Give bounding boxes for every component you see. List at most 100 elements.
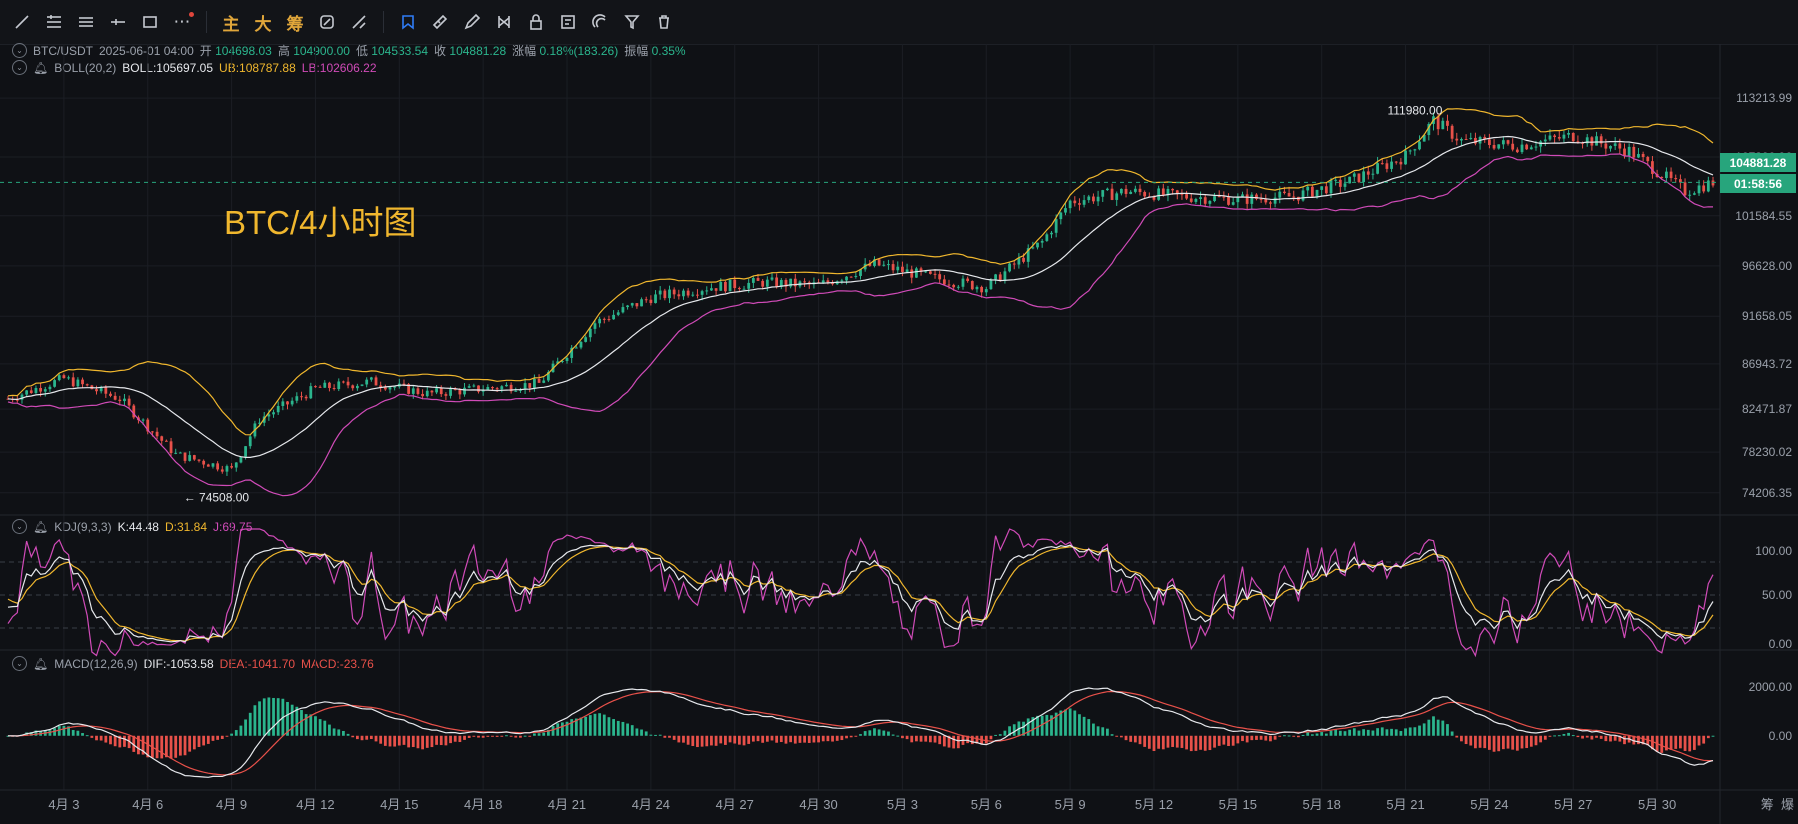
candle-body <box>1264 199 1268 203</box>
candle-body <box>546 372 550 381</box>
macd-histogram-bar <box>1525 735 1529 749</box>
erase-icon[interactable] <box>343 6 375 38</box>
macd-histogram-bar <box>234 730 238 736</box>
macd-histogram-bar <box>998 734 1002 736</box>
candle-body <box>1497 144 1501 149</box>
time-axis-label: 4月 15 <box>380 797 419 812</box>
rectangle-icon[interactable] <box>134 6 166 38</box>
note-icon[interactable] <box>552 6 584 38</box>
liquidation-toggle[interactable]: 爆 <box>1780 797 1794 812</box>
trash-icon[interactable] <box>648 6 680 38</box>
compare-icon[interactable] <box>488 6 520 38</box>
macd-histogram-bar <box>99 735 103 741</box>
candle-body <box>1040 240 1044 243</box>
macd-histogram-bar <box>1450 731 1454 736</box>
candle-body <box>491 387 494 389</box>
macd-histogram-bar <box>798 735 802 743</box>
macd-histogram-bar <box>248 712 252 736</box>
filter-icon[interactable] <box>616 6 648 38</box>
macd-name[interactable]: MACD(12,26,9) <box>54 656 138 671</box>
parallel-lines-icon[interactable] <box>70 6 102 38</box>
candle-body <box>560 360 564 362</box>
collapse-icon[interactable]: ⌄ <box>12 43 27 58</box>
candle-body <box>81 379 84 385</box>
candle-body <box>29 390 33 394</box>
trend-line-icon[interactable] <box>6 6 38 38</box>
macd-histogram-bar <box>1539 735 1543 743</box>
macd-histogram-bar <box>1324 733 1328 736</box>
close-value: 104881.28 <box>449 44 507 58</box>
horizontal-ray-icon[interactable] <box>38 6 70 38</box>
macd-histogram-bar <box>747 735 751 744</box>
candle-body <box>1515 149 1519 153</box>
macd-histogram-bar <box>491 735 494 737</box>
candle-body <box>1511 143 1515 150</box>
candle-body <box>1269 202 1272 204</box>
ruler-icon[interactable] <box>424 6 456 38</box>
macd-histogram-bar <box>724 735 727 745</box>
macd-histogram-bar <box>355 735 359 740</box>
candle-body <box>477 385 480 392</box>
time-axis-label: 4月 6 <box>132 797 164 812</box>
brush-icon[interactable] <box>311 6 343 38</box>
macd-histogram-bar <box>365 735 369 740</box>
candle-body <box>416 388 420 394</box>
macd-histogram-bar <box>1245 735 1249 743</box>
candle-body <box>1637 153 1640 158</box>
macd-histogram-bar <box>1678 735 1682 749</box>
candle-body <box>765 279 769 287</box>
time-axis-label: 5月 24 <box>1470 797 1509 812</box>
time-axis-label: 5月 27 <box>1554 797 1593 812</box>
candle-body <box>854 275 858 277</box>
bell-icon[interactable]: 🔔︎ <box>33 656 49 671</box>
chips-toggle[interactable]: 筹 <box>1760 797 1774 812</box>
boll-name[interactable]: BOLL(20,2) <box>54 60 117 75</box>
candle-body <box>495 388 499 390</box>
bell-icon[interactable]: 🔔︎ <box>33 519 49 534</box>
candle-body <box>1683 182 1687 196</box>
macd-histogram-bar <box>1599 735 1603 739</box>
magnet-icon[interactable] <box>584 6 616 38</box>
candle-body <box>989 279 993 290</box>
main-chart-button[interactable]: 主 <box>222 14 240 34</box>
candle-body <box>1436 116 1440 130</box>
cross-line-icon[interactable] <box>102 6 134 38</box>
macd-histogram-bar <box>1613 735 1617 741</box>
macd-histogram-bar <box>1553 735 1557 737</box>
macd-histogram-bar <box>146 735 150 758</box>
macd-histogram-bar <box>649 734 653 736</box>
macd-histogram-bar <box>528 735 532 737</box>
enlarge-button[interactable]: 大 <box>254 14 272 34</box>
candle-body <box>1567 132 1570 135</box>
macd-histogram-bar <box>863 731 867 736</box>
candle-body <box>658 290 662 295</box>
macd-histogram-bar <box>1054 712 1058 736</box>
pen-icon[interactable] <box>456 6 488 38</box>
select-icon[interactable] <box>392 6 424 38</box>
candle-body <box>411 388 415 394</box>
collapse-icon[interactable]: ⌄ <box>12 519 27 534</box>
macd-histogram-bar <box>295 706 299 736</box>
candle-body <box>1245 194 1249 204</box>
more-icon[interactable]: ⋯ <box>166 6 198 38</box>
macd-histogram-bar <box>1003 730 1007 736</box>
collapse-icon[interactable]: ⌄ <box>12 60 27 75</box>
macd-histogram-bar <box>1474 735 1477 749</box>
macd-histogram-bar <box>1124 735 1128 741</box>
candle-body <box>1073 200 1077 204</box>
candle-body <box>351 385 355 389</box>
macd-histogram-bar <box>1469 735 1473 746</box>
macd-histogram-bar <box>71 730 75 736</box>
macd-legend: ⌄ 🔔︎ MACD(12,26,9) DIF:-1053.58 DEA:-104… <box>12 656 374 671</box>
macd-histogram-bar <box>174 735 178 758</box>
lock-icon[interactable] <box>520 6 552 38</box>
kdj-name[interactable]: KDJ(9,3,3) <box>54 519 112 534</box>
collapse-icon[interactable]: ⌄ <box>12 656 27 671</box>
low-label: 低 <box>355 44 368 58</box>
chips-button[interactable]: 筹 <box>286 14 304 34</box>
bell-icon[interactable]: 🔔︎ <box>33 60 49 75</box>
macd-histogram-bar <box>1217 735 1221 746</box>
candle-body <box>383 387 387 390</box>
candle-body <box>719 281 723 291</box>
